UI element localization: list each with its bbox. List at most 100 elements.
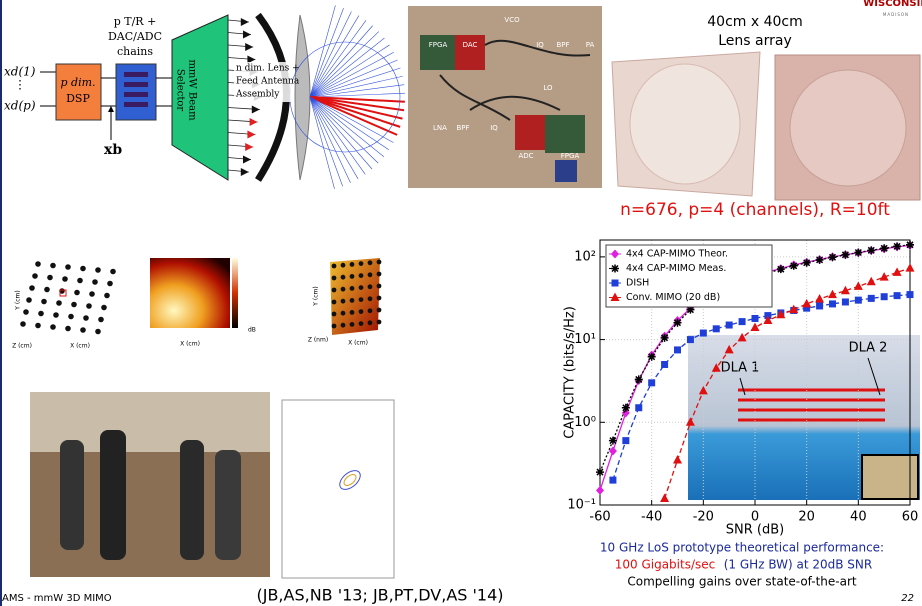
component-label: VCO (504, 16, 520, 24)
component-label: FPGA (561, 152, 580, 160)
person (60, 440, 84, 550)
component-label: PA (586, 41, 595, 49)
marker (609, 437, 617, 445)
grid-dot (332, 264, 337, 269)
axis-label: Z (nm) (308, 337, 328, 344)
component-label: FPGA (429, 41, 448, 49)
grid-dot (350, 322, 355, 327)
chain-stripe (124, 102, 148, 107)
caption-highlight: 100 Gigabits/sec (615, 558, 716, 572)
marker (790, 262, 798, 270)
legend-marker (611, 265, 619, 273)
axis-label: dB (248, 327, 256, 334)
lens-pattern (630, 64, 740, 184)
page-number: 22 (901, 593, 914, 604)
marker (674, 319, 682, 327)
marker (867, 246, 875, 254)
grid-dot (332, 324, 337, 329)
grid-dot (95, 267, 101, 273)
component-label: BPF (556, 41, 569, 49)
marker (635, 404, 642, 411)
grid-dot (86, 303, 92, 309)
grid-dot (377, 272, 382, 277)
grid-dot (332, 288, 337, 293)
grid-dot (377, 284, 382, 289)
marker (816, 302, 823, 309)
inset-label: DLA 1 (721, 361, 760, 376)
colorbar (232, 258, 238, 328)
grid-dot (65, 326, 71, 332)
grid-dot (350, 298, 355, 303)
y-tick-label: 10² (574, 249, 596, 264)
lens-label: Feed Antenna (236, 77, 300, 87)
grid-dot (35, 323, 41, 329)
component-label: BPF (456, 124, 469, 132)
grid-dot (44, 287, 50, 293)
grid-dot (32, 273, 38, 279)
prototype-photo: VCOFPGADACIQBPFPALOLNABPFIQADCFPGA (408, 6, 602, 188)
grid-dot (50, 263, 56, 269)
grid-dot (341, 311, 346, 316)
grid-dot (359, 309, 364, 314)
grid-dot (29, 285, 35, 291)
x-tick-label: -60 (589, 510, 610, 525)
marker (880, 244, 888, 252)
marker (648, 353, 656, 361)
grid-dot (107, 281, 113, 287)
lens-label: Assembly (235, 90, 280, 100)
grid-dot (377, 260, 382, 265)
grid-dot (368, 260, 373, 265)
x-tick-label: 40 (850, 510, 867, 525)
marker (622, 404, 630, 412)
marker (841, 251, 849, 259)
inset-label: DLA 2 (849, 341, 888, 356)
grid-dot (341, 323, 346, 328)
board (545, 115, 585, 153)
contour-plot (282, 400, 394, 578)
marker (752, 315, 759, 322)
grid-dot (95, 329, 101, 335)
component-label: LO (543, 84, 553, 92)
chart: DLA 1DLA 210⁻¹10⁰10¹10²-60-40-200204060S… (563, 240, 921, 538)
grid-dot (350, 310, 355, 315)
grid-dot (110, 269, 116, 275)
axis-label: Y (cm) (313, 286, 320, 306)
marker (661, 334, 669, 342)
grid-dot (26, 297, 32, 303)
chain-stripe (124, 72, 148, 77)
grid-dot (98, 317, 104, 323)
y-axis-label: CAPACITY (bits/s/Hz) (563, 306, 578, 439)
grid-dot (47, 275, 53, 281)
grid-dot (53, 312, 59, 318)
config-text: n=676, p=4 (channels), R=10ft (620, 200, 890, 220)
legend-label: 4x4 CAP-MIMO Theor. (626, 249, 728, 260)
marker (854, 248, 862, 256)
caption: (1 GHz BW) at 20dB SNR (724, 558, 872, 572)
component-label: IQ (490, 124, 498, 132)
grid-dot (350, 286, 355, 291)
caption: Compelling gains over state-of-the-art (627, 575, 857, 589)
marker (803, 259, 811, 267)
marker (777, 265, 785, 273)
grid-dot (341, 263, 346, 268)
axis-label: X (cm) (180, 341, 200, 348)
grid-dot (332, 300, 337, 305)
marker (829, 253, 837, 261)
grid-dot (65, 264, 71, 270)
heatmap (150, 258, 230, 328)
grid-dot (368, 272, 373, 277)
component-label: DAC (463, 41, 478, 49)
selector-label: Selector (175, 69, 186, 112)
marker (726, 322, 733, 329)
x-tick-label: 60 (902, 510, 919, 525)
x-tick-label: 20 (798, 510, 815, 525)
chain-stripe (124, 92, 148, 97)
grid-dot (359, 297, 364, 302)
x-tick-label: -40 (641, 510, 662, 525)
marker (596, 468, 604, 476)
marker (687, 336, 694, 343)
marker (674, 346, 681, 353)
marker (816, 256, 824, 264)
grid-dot (92, 279, 98, 285)
dsp-label: DSP (66, 92, 90, 105)
